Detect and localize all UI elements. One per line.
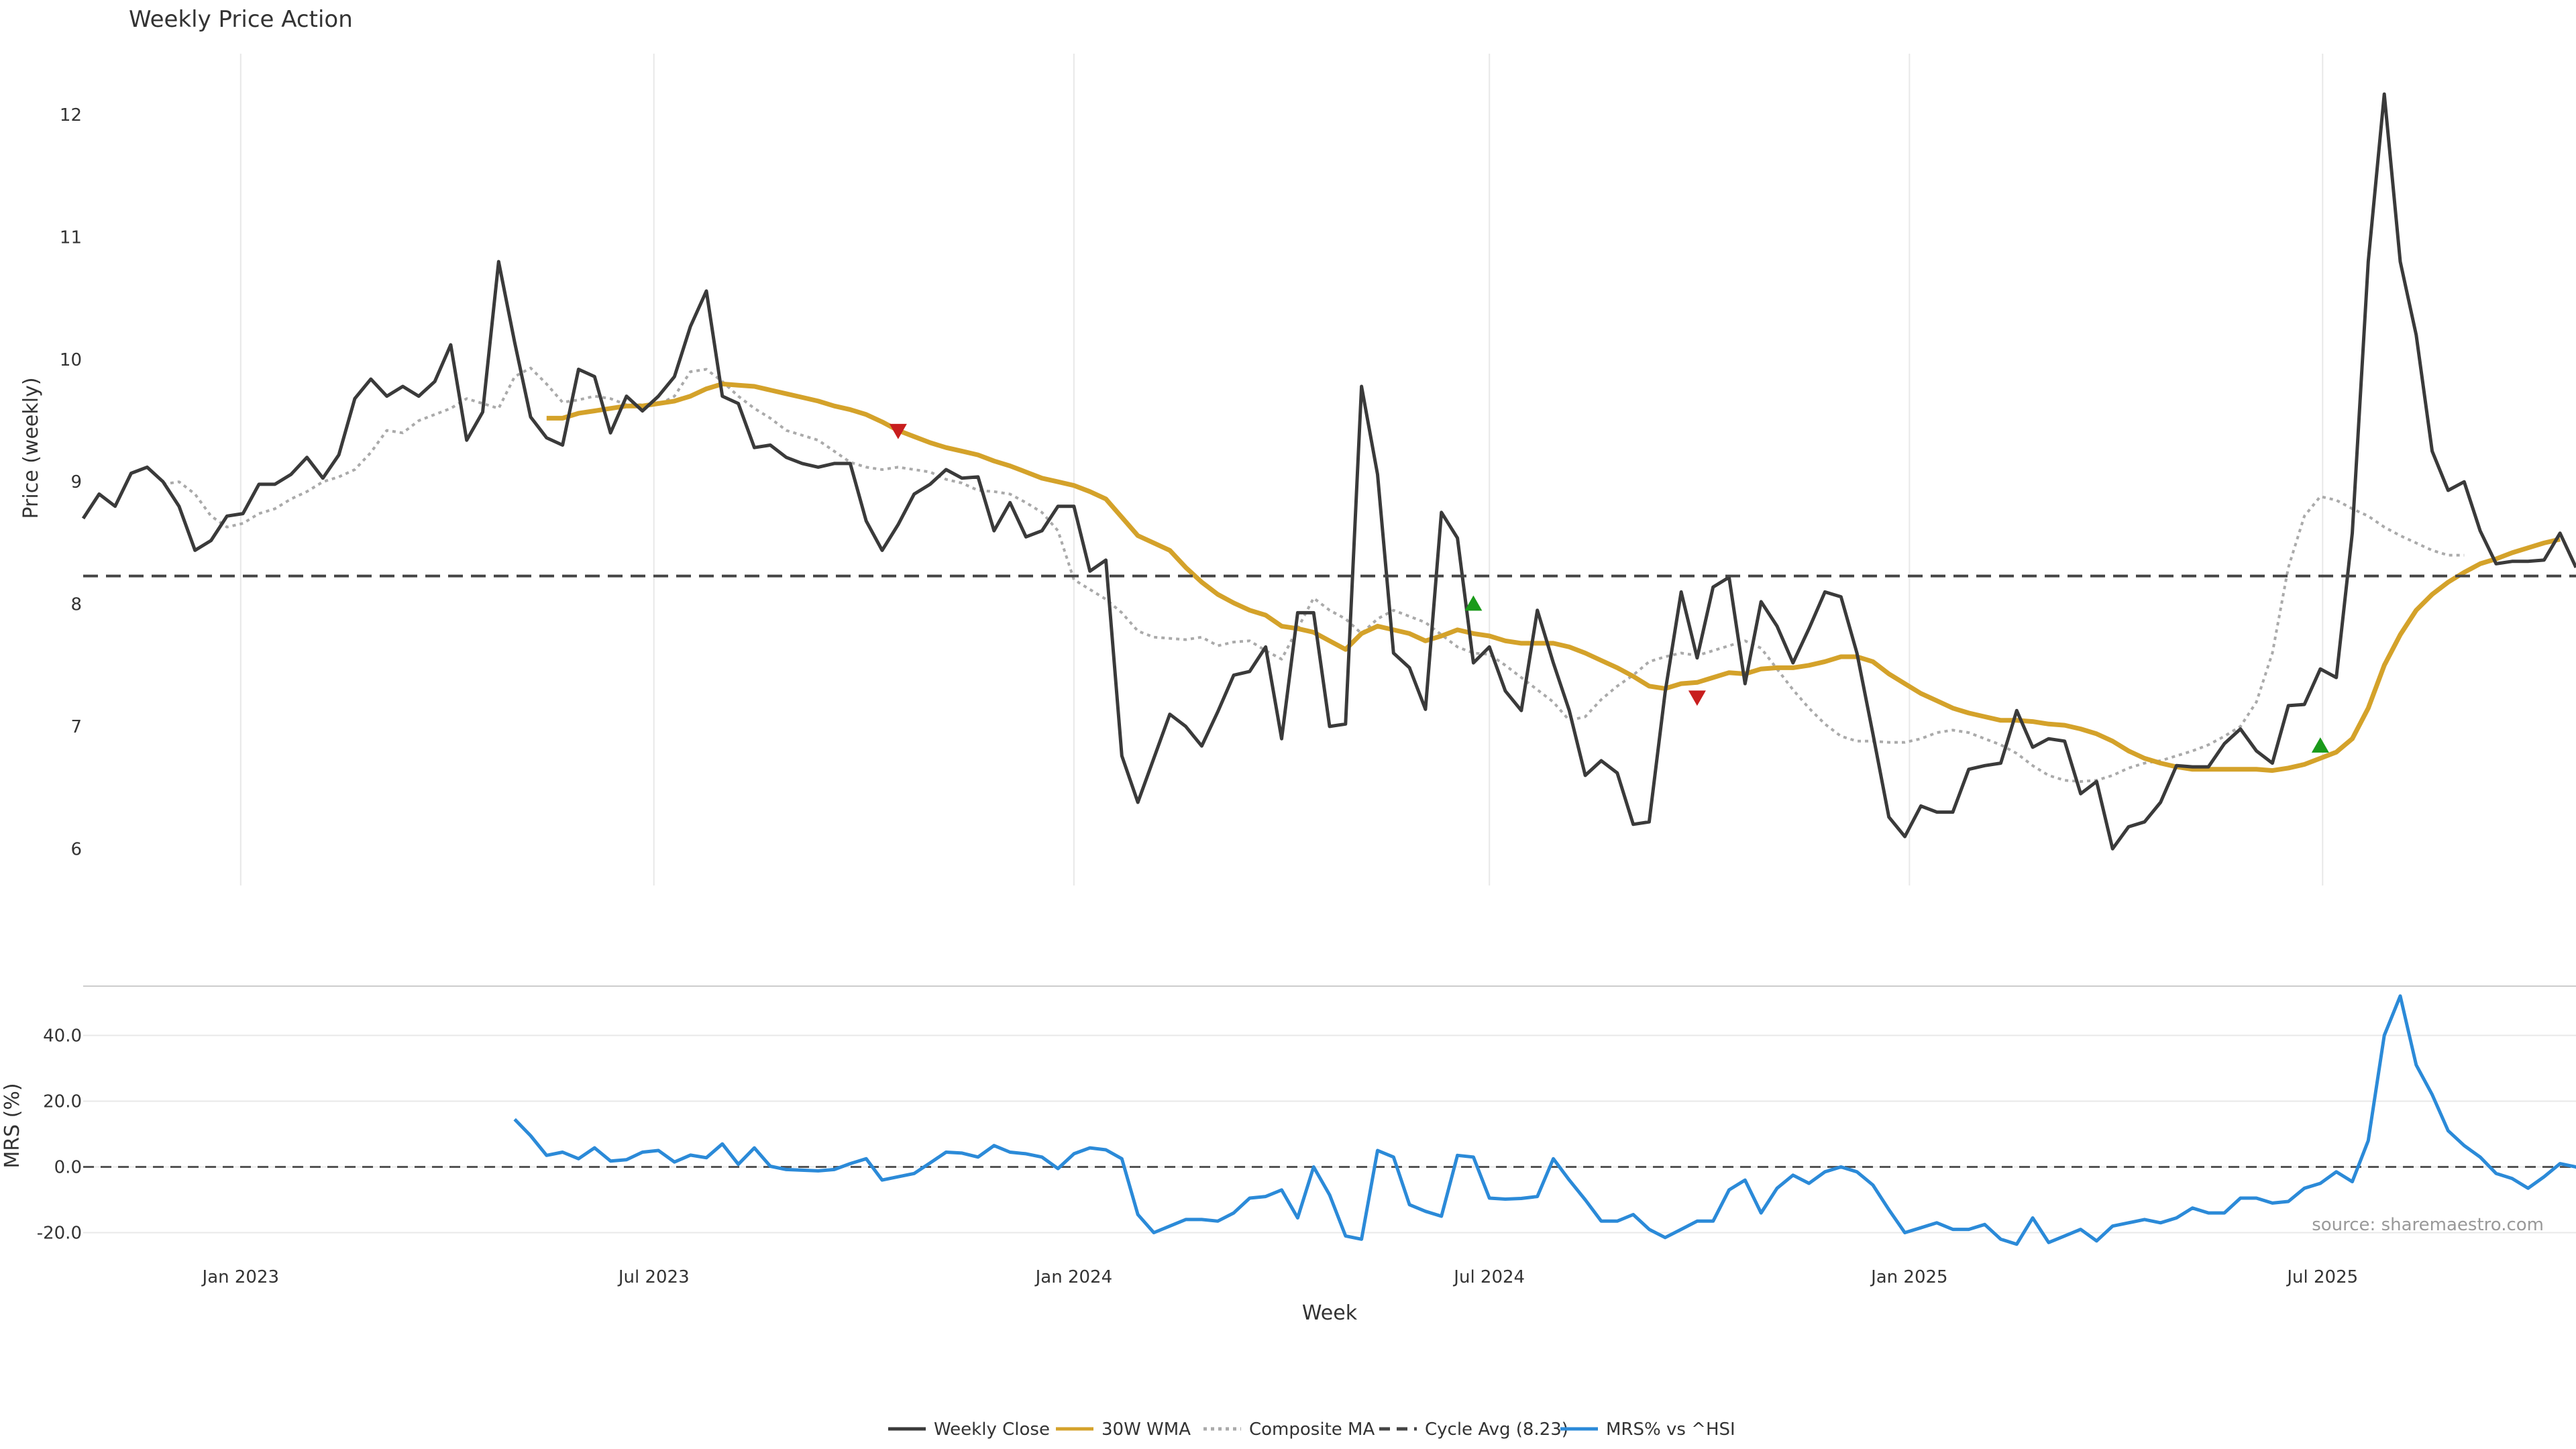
x-tick-label: Jul 2025 — [2286, 1267, 2358, 1287]
legend: Weekly Close 30W WMA Composite MA Cycle Avg… — [888, 1419, 1735, 1440]
legend-label: Weekly Close — [934, 1419, 1050, 1440]
sell-signal-marker — [1688, 690, 1706, 706]
wma-30w-line — [546, 381, 2561, 773]
price-series-group — [81, 92, 2576, 851]
price-y-tick-label: 9 — [70, 472, 82, 492]
legend-item: Cycle Avg (8.23) — [1379, 1419, 1568, 1440]
legend-item: MRS% vs ^HSI — [1560, 1419, 1735, 1440]
signal-markers — [889, 423, 2329, 753]
legend-item: Composite MA — [1203, 1419, 1375, 1440]
x-tick-label: Jul 2023 — [617, 1267, 690, 1287]
price-y-axis-label: Price (weekly) — [19, 377, 43, 519]
mrs-line — [513, 994, 2576, 1246]
price-y-tick-label: 10 — [60, 350, 82, 370]
price-gridlines — [239, 54, 2324, 885]
buy-signal-marker — [2311, 737, 2329, 753]
x-axis: Jan 2023 Jul 2023 Jan 2024 Jul 2024 Jan 2025… — [201, 1267, 2359, 1287]
x-axis-label: Week — [1302, 1301, 1358, 1325]
legend-label: Cycle Avg (8.23) — [1425, 1419, 1568, 1440]
mrs-y-tick-label: 0.0 — [54, 1158, 82, 1178]
legend-label: Composite MA — [1249, 1419, 1375, 1440]
mrs-y-axis-label: MRS (%) — [1, 1083, 24, 1168]
x-tick-label: Jan 2023 — [201, 1267, 280, 1287]
x-tick-label: Jan 2024 — [1034, 1267, 1113, 1287]
mrs-series-group — [83, 994, 2576, 1246]
price-y-tick-label: 12 — [60, 105, 82, 125]
price-panel: 6 7 8 9 10 11 12 Weekly Price Action Price (we… — [19, 6, 2576, 885]
mrs-gridlines — [83, 1034, 2576, 1234]
legend-label: 30W WMA — [1102, 1419, 1191, 1440]
price-y-tick-label: 7 — [70, 717, 82, 737]
chart-title: Weekly Price Action — [129, 6, 353, 33]
sell-signal-marker — [889, 423, 907, 439]
mrs-y-tick-label: 40.0 — [43, 1026, 82, 1046]
source-annotation: source: sharemaestro.com — [2312, 1215, 2544, 1235]
legend-item: 30W WMA — [1056, 1419, 1191, 1440]
legend-item: Weekly Close — [888, 1419, 1050, 1440]
legend-label: MRS% vs ^HSI — [1606, 1419, 1735, 1440]
x-tick-label: Jan 2025 — [1870, 1267, 1948, 1287]
mrs-y-tick-label: 20.0 — [43, 1092, 82, 1112]
weekly-close-line — [81, 92, 2576, 851]
mrs-y-tick-label: -20.0 — [37, 1224, 82, 1244]
price-y-tick-label: 6 — [70, 839, 82, 859]
mrs-y-axis: -20.0 0.0 20.0 40.0 — [37, 1026, 82, 1244]
price-y-tick-label: 11 — [60, 228, 82, 248]
price-y-axis: 6 7 8 9 10 11 12 — [60, 105, 82, 859]
price-y-tick-label: 8 — [70, 595, 82, 615]
mrs-panel: -20.00.020.040.0 Jan 2023 Jul 2023 Jan 202… — [1, 994, 2576, 1325]
buy-signal-marker — [1464, 595, 1483, 611]
x-tick-label: Jul 2024 — [1452, 1267, 1525, 1287]
composite-ma-line — [162, 366, 2465, 783]
